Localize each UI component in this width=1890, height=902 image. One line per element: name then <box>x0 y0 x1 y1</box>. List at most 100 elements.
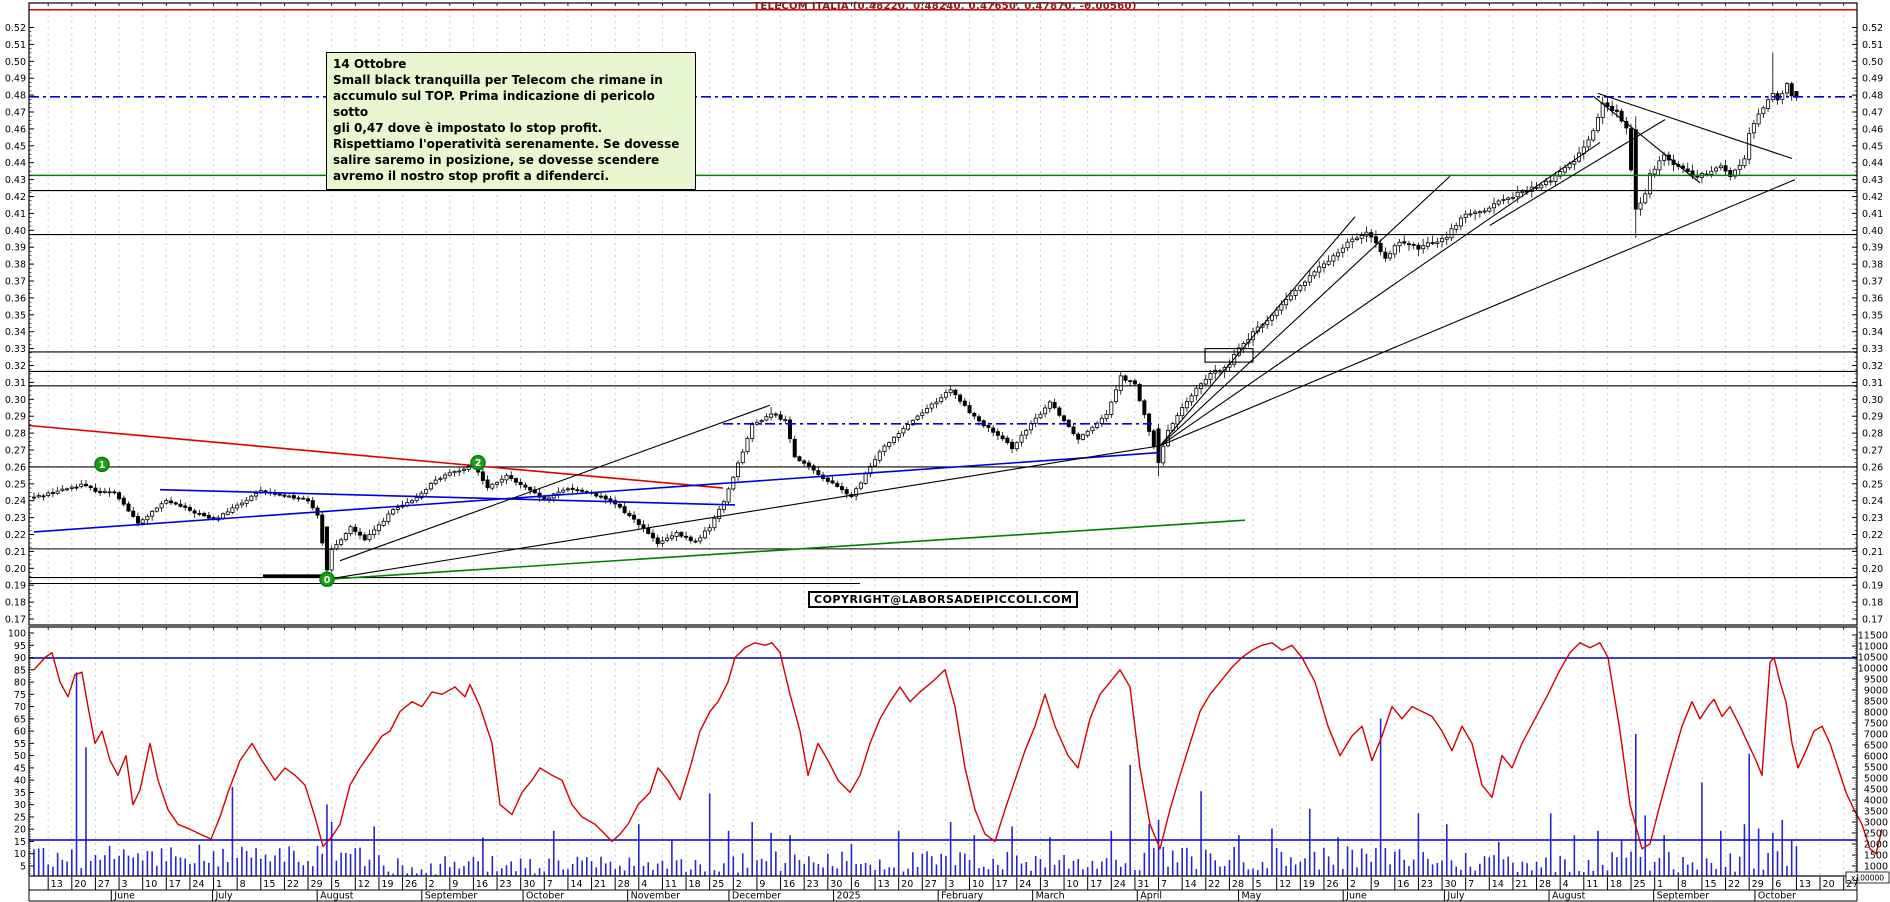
svg-text:23: 23 <box>500 879 512 890</box>
svg-text:0.19: 0.19 <box>1862 581 1883 592</box>
svg-text:0.41: 0.41 <box>5 209 26 220</box>
svg-text:27: 27 <box>98 879 110 890</box>
svg-text:1500: 1500 <box>1864 851 1888 862</box>
svg-text:0.46: 0.46 <box>5 124 26 135</box>
svg-text:x100000: x100000 <box>1851 874 1884 883</box>
svg-text:17: 17 <box>169 879 181 890</box>
svg-text:0.43: 0.43 <box>1862 175 1883 186</box>
svg-text:0.22: 0.22 <box>1862 530 1883 541</box>
svg-text:4: 4 <box>641 879 647 890</box>
svg-text:November: November <box>631 891 681 902</box>
svg-text:September: September <box>425 891 478 902</box>
svg-text:11: 11 <box>665 879 677 890</box>
svg-text:2: 2 <box>429 879 435 890</box>
svg-text:16: 16 <box>476 879 488 890</box>
annotation-body: Small black tranquilla per Telecom che r… <box>333 73 680 183</box>
svg-text:12: 12 <box>358 879 370 890</box>
svg-text:0.24: 0.24 <box>1862 496 1883 507</box>
annotation-heading: 14 Ottobre <box>333 57 407 71</box>
svg-text:0.19: 0.19 <box>5 581 26 592</box>
svg-text:0.24: 0.24 <box>5 496 26 507</box>
svg-text:0.35: 0.35 <box>5 310 26 321</box>
svg-text:10: 10 <box>14 849 26 860</box>
svg-text:25: 25 <box>1634 879 1646 890</box>
svg-text:20: 20 <box>901 879 913 890</box>
svg-text:0: 0 <box>324 575 331 586</box>
svg-text:60: 60 <box>14 727 26 738</box>
svg-text:18: 18 <box>689 879 701 890</box>
svg-text:0.28: 0.28 <box>1862 429 1883 440</box>
svg-text:16: 16 <box>1397 879 1409 890</box>
svg-text:30: 30 <box>523 879 535 890</box>
svg-text:95: 95 <box>14 641 26 652</box>
svg-text:0.22: 0.22 <box>5 530 26 541</box>
svg-text:0.37: 0.37 <box>5 277 26 288</box>
svg-text:2500: 2500 <box>1864 829 1888 840</box>
svg-text:21: 21 <box>594 879 606 890</box>
svg-text:13: 13 <box>1799 879 1811 890</box>
svg-text:30: 30 <box>14 800 26 811</box>
svg-text:0.28: 0.28 <box>5 429 26 440</box>
svg-text:22: 22 <box>1208 879 1220 890</box>
svg-text:December: December <box>732 891 781 902</box>
svg-text:6500: 6500 <box>1864 741 1888 752</box>
svg-text:17: 17 <box>1090 879 1102 890</box>
svg-text:0.48: 0.48 <box>1862 91 1883 102</box>
svg-text:0.27: 0.27 <box>5 446 26 457</box>
svg-text:0.26: 0.26 <box>1862 462 1883 473</box>
svg-text:0.50: 0.50 <box>1862 57 1883 68</box>
svg-text:0.20: 0.20 <box>1862 564 1883 575</box>
svg-text:8500: 8500 <box>1864 697 1888 708</box>
svg-text:0.42: 0.42 <box>1862 192 1883 203</box>
svg-text:10: 10 <box>145 879 157 890</box>
svg-text:0.17: 0.17 <box>1862 615 1883 626</box>
svg-text:0.36: 0.36 <box>5 293 26 304</box>
svg-text:0.47: 0.47 <box>1862 108 1883 119</box>
svg-text:3: 3 <box>122 879 128 890</box>
svg-text:0.45: 0.45 <box>5 141 26 152</box>
svg-text:10: 10 <box>1067 879 1079 890</box>
svg-text:0.44: 0.44 <box>5 158 26 169</box>
svg-text:19: 19 <box>1303 879 1315 890</box>
svg-text:9: 9 <box>1374 879 1380 890</box>
svg-text:0.42: 0.42 <box>5 192 26 203</box>
svg-text:25: 25 <box>14 812 26 823</box>
svg-text:0.21: 0.21 <box>5 547 26 558</box>
svg-text:1: 1 <box>99 460 106 471</box>
svg-text:0.52: 0.52 <box>5 23 26 34</box>
svg-text:65: 65 <box>14 714 26 725</box>
svg-text:4500: 4500 <box>1864 785 1888 796</box>
copyright-label: COPYRIGHT@LABORSADEIPICCOLI.COM <box>808 591 1079 608</box>
svg-text:0.48: 0.48 <box>5 91 26 102</box>
svg-text:85: 85 <box>14 665 26 676</box>
svg-text:50: 50 <box>14 751 26 762</box>
svg-text:23: 23 <box>807 879 819 890</box>
svg-text:0.36: 0.36 <box>1862 293 1883 304</box>
svg-text:6000: 6000 <box>1864 752 1888 763</box>
svg-text:1: 1 <box>216 879 222 890</box>
svg-text:0.30: 0.30 <box>1862 395 1883 406</box>
svg-text:0.25: 0.25 <box>5 479 26 490</box>
svg-text:0.51: 0.51 <box>1862 40 1883 51</box>
svg-text:0.26: 0.26 <box>5 462 26 473</box>
svg-text:July: July <box>215 891 233 902</box>
svg-text:0.46: 0.46 <box>1862 124 1883 135</box>
svg-text:0.34: 0.34 <box>5 327 26 338</box>
svg-text:0.20: 0.20 <box>5 564 26 575</box>
svg-text:40: 40 <box>14 776 26 787</box>
svg-text:31: 31 <box>1137 879 1149 890</box>
svg-text:11000: 11000 <box>1858 642 1888 653</box>
svg-text:7: 7 <box>1161 879 1167 890</box>
svg-text:20: 20 <box>14 825 26 836</box>
svg-text:80: 80 <box>14 678 26 689</box>
svg-text:28: 28 <box>1232 879 1244 890</box>
svg-text:15: 15 <box>263 879 275 890</box>
svg-text:23: 23 <box>1421 879 1433 890</box>
svg-text:25: 25 <box>712 879 724 890</box>
svg-text:19: 19 <box>381 879 393 890</box>
svg-text:0.38: 0.38 <box>5 260 26 271</box>
svg-text:April: April <box>1140 891 1162 902</box>
svg-text:24: 24 <box>1019 879 1031 890</box>
svg-text:55: 55 <box>14 739 26 750</box>
